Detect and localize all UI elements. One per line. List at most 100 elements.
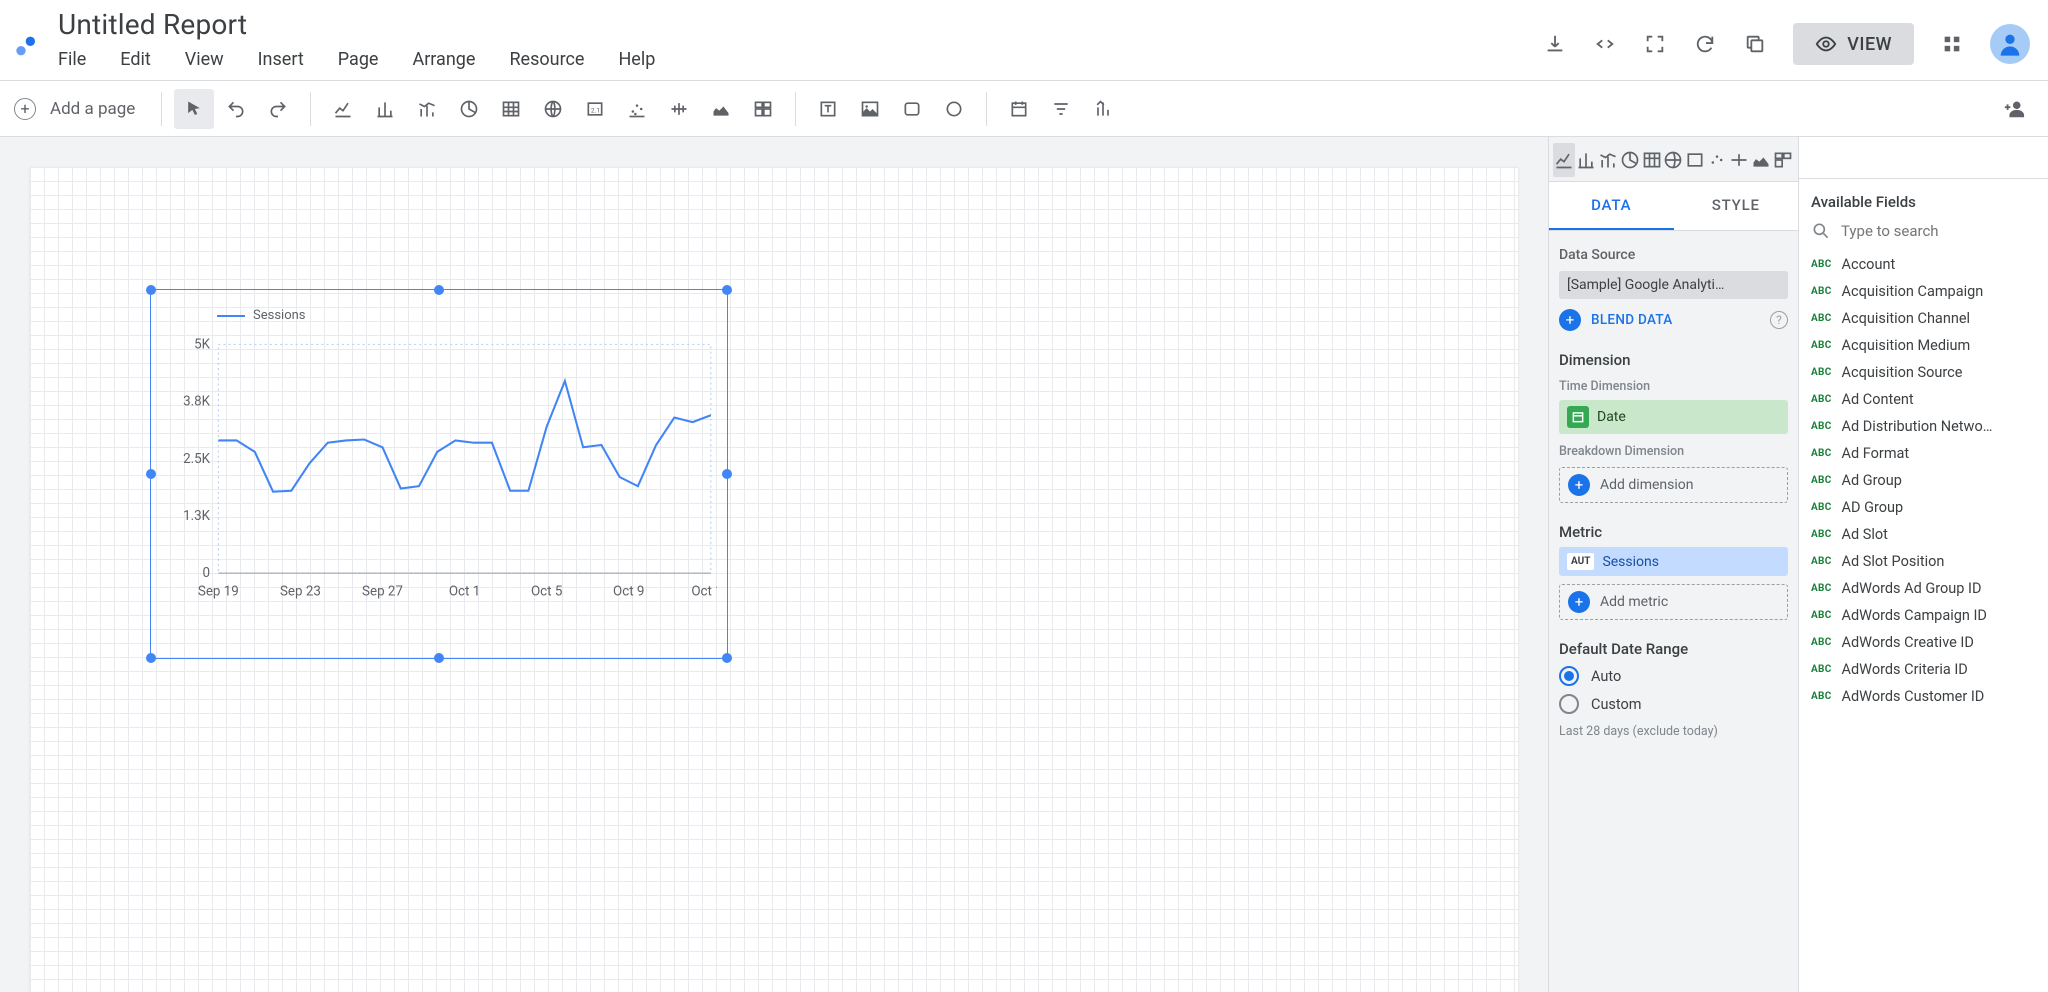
resize-handle[interactable] [722,469,732,479]
field-item[interactable]: ABCAd Slot Position [1799,548,2048,575]
svg-text:1.3K: 1.3K [183,509,211,524]
ct-geo-icon[interactable] [1663,143,1685,177]
field-item[interactable]: ABCAcquisition Source [1799,359,2048,386]
report-canvas[interactable]: Sessions 5K3.8K2.5K1.3K0Sep 19Sep 23Sep … [30,167,1518,992]
add-page-button[interactable]: + Add a page [14,98,149,120]
table-icon[interactable] [491,89,531,129]
app-logo[interactable] [14,32,42,60]
field-item[interactable]: ABCAdWords Creative ID [1799,629,2048,656]
menu-arrange[interactable]: Arrange [412,49,475,70]
field-item[interactable]: ABCAd Content [1799,386,2048,413]
help-icon[interactable]: ? [1770,311,1788,329]
fullscreen-icon[interactable] [1643,32,1667,56]
field-item[interactable]: ABCAccount [1799,251,2048,278]
fields-search[interactable] [1799,221,2048,251]
plus-icon: + [1559,309,1581,331]
scorecard-icon[interactable]: 2.1 [575,89,615,129]
refresh-icon[interactable] [1693,32,1717,56]
resize-handle[interactable] [146,653,156,663]
metric-chip[interactable]: AUT Sessions [1559,547,1788,576]
embed-icon[interactable] [1593,32,1617,56]
add-dimension-button[interactable]: + Add dimension [1559,467,1788,503]
view-button[interactable]: VIEW [1793,23,1914,65]
filter-control-icon[interactable] [1041,89,1081,129]
ct-table-icon[interactable] [1641,143,1663,177]
ct-pie-icon[interactable] [1619,143,1641,177]
pivot-table-icon[interactable] [743,89,783,129]
ct-bar-icon[interactable] [1575,143,1597,177]
text-tool-icon[interactable] [808,89,848,129]
field-item[interactable]: ABCAcquisition Medium [1799,332,2048,359]
menu-insert[interactable]: Insert [258,49,304,70]
ct-line-icon[interactable] [1553,143,1575,177]
avatar[interactable] [1990,24,2030,64]
copy-icon[interactable] [1743,32,1767,56]
text-type-icon: ABC [1811,583,1832,594]
time-dimension-chip[interactable]: Date [1559,400,1788,434]
data-source-chip[interactable]: [Sample] Google Analyti… [1559,271,1788,299]
field-item[interactable]: ABCAcquisition Channel [1799,305,2048,332]
calendar-icon [1567,406,1589,428]
resize-handle[interactable] [146,469,156,479]
select-tool-icon[interactable] [174,89,214,129]
field-item[interactable]: ABCAdWords Campaign ID [1799,602,2048,629]
resize-handle[interactable] [146,285,156,295]
ct-pivot-icon[interactable] [1772,143,1794,177]
field-item[interactable]: ABCAdWords Ad Group ID [1799,575,2048,602]
menu-resource[interactable]: Resource [509,49,584,70]
ct-area-icon[interactable] [1750,143,1772,177]
svg-text:Oct 13: Oct 13 [691,585,717,600]
redo-icon[interactable] [258,89,298,129]
resize-handle[interactable] [722,653,732,663]
bullet-chart-icon[interactable] [659,89,699,129]
menu-page[interactable]: Page [338,49,379,70]
resize-handle[interactable] [434,285,444,295]
apps-icon[interactable] [1940,32,1964,56]
rectangle-tool-icon[interactable] [892,89,932,129]
date-range-custom-radio[interactable]: Custom [1559,694,1788,714]
menu-help[interactable]: Help [618,49,655,70]
menu-edit[interactable]: Edit [120,49,150,70]
data-control-icon[interactable] [1083,89,1123,129]
bar-chart-icon[interactable] [365,89,405,129]
combo-chart-icon[interactable] [407,89,447,129]
ct-scatter-icon[interactable] [1706,143,1728,177]
scatter-chart-icon[interactable] [617,89,657,129]
pie-chart-icon[interactable] [449,89,489,129]
field-item[interactable]: ABCAD Group [1799,494,2048,521]
fields-search-input[interactable] [1841,222,2040,240]
date-range-auto-radio[interactable]: Auto [1559,666,1788,686]
undo-icon[interactable] [216,89,256,129]
date-range-control-icon[interactable] [999,89,1039,129]
line-chart-icon[interactable] [323,89,363,129]
field-item[interactable]: ABCAd Group [1799,467,2048,494]
download-icon[interactable] [1543,32,1567,56]
add-metric-button[interactable]: + Add metric [1559,584,1788,620]
chart-selection[interactable]: Sessions 5K3.8K2.5K1.3K0Sep 19Sep 23Sep … [150,289,728,659]
metric-label: Metric [1559,523,1788,541]
tab-data[interactable]: DATA [1549,182,1674,230]
field-item[interactable]: ABCAdWords Customer ID [1799,683,2048,710]
field-item[interactable]: ABCAcquisition Campaign [1799,278,2048,305]
ct-scorecard-icon[interactable] [1684,143,1706,177]
area-chart-icon[interactable] [701,89,741,129]
available-fields-label: Available Fields [1799,179,2048,221]
menu-view[interactable]: View [185,49,224,70]
report-title[interactable]: Untitled Report [58,8,1543,41]
resize-handle[interactable] [434,653,444,663]
field-item[interactable]: ABCAdWords Criteria ID [1799,656,2048,683]
add-people-icon[interactable] [1994,89,2034,129]
resize-handle[interactable] [722,285,732,295]
field-item[interactable]: ABCAd Distribution Netwo… [1799,413,2048,440]
geo-chart-icon[interactable] [533,89,573,129]
field-item[interactable]: ABCAd Format [1799,440,2048,467]
menu-file[interactable]: File [58,49,86,70]
blend-data-button[interactable]: + BLEND DATA ? [1559,309,1788,331]
tab-style[interactable]: STYLE [1674,182,1799,230]
image-tool-icon[interactable] [850,89,890,129]
circle-tool-icon[interactable] [934,89,974,129]
field-item[interactable]: ABCAd Slot [1799,521,2048,548]
ct-combo-icon[interactable] [1597,143,1619,177]
ct-bullet-icon[interactable] [1728,143,1750,177]
text-type-icon: ABC [1811,664,1832,675]
